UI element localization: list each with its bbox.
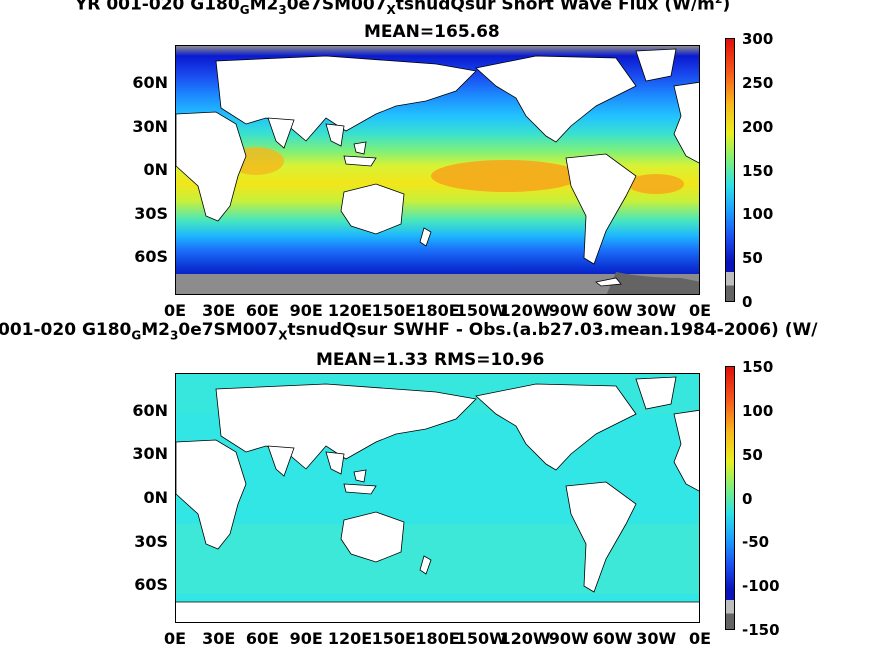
bottom-lon-label: 0E xyxy=(688,629,712,648)
top-lon-label: 150E xyxy=(371,301,416,320)
bottom-lon-label: 90W xyxy=(548,629,589,648)
bottom-lon-label: 120W xyxy=(499,629,551,648)
top-lat-label: 60S xyxy=(134,247,168,266)
top-colorbar-tick: 300 xyxy=(742,30,774,48)
bottom-map-title: 001-020 G180GM230e7SM007XtsnudQsur SWHF … xyxy=(0,320,818,343)
top-lon-label: 90E xyxy=(289,301,323,320)
top-lon-label: 150W xyxy=(455,301,507,320)
top-colorbar xyxy=(725,38,735,302)
bottom-map-plot xyxy=(175,373,700,623)
bottom-colorbar-tick: 150 xyxy=(742,358,774,376)
bottom-continents xyxy=(176,376,699,593)
bottom-lat-label: 30S xyxy=(134,532,168,551)
bottom-colorbar-tick: -100 xyxy=(742,577,780,595)
top-map-plot xyxy=(175,45,700,295)
bottom-lon-label: 0E xyxy=(163,629,187,648)
bottom-lat-label: 30N xyxy=(132,444,168,463)
bottom-lon-label: 150W xyxy=(455,629,507,648)
bottom-lon-label: 150E xyxy=(371,629,416,648)
top-colorbar-tick: 150 xyxy=(742,162,774,180)
top-colorbar-tick: 100 xyxy=(742,205,774,223)
bottom-lat-label: 60N xyxy=(132,401,168,420)
bottom-lat-label: 60S xyxy=(134,575,168,594)
bottom-lon-label: 180E xyxy=(415,629,460,648)
top-lat-label: 30S xyxy=(134,204,168,223)
bottom-map-stats: MEAN=1.33 RMS=10.96 xyxy=(316,350,545,370)
bottom-colorbar-tick: 0 xyxy=(742,490,753,508)
bottom-colorbar-tick: 50 xyxy=(742,446,763,464)
top-lat-label: 30N xyxy=(132,117,168,136)
bottom-colorbar xyxy=(725,366,735,630)
bottom-map-field xyxy=(176,374,699,622)
top-colorbar-tick: 250 xyxy=(742,74,774,92)
bottom-lon-label: 120E xyxy=(327,629,373,648)
bottom-colorbar-tick: -150 xyxy=(742,621,780,639)
bottom-lon-label: 90E xyxy=(289,629,323,648)
top-continents xyxy=(176,48,699,287)
top-lon-label: 60W xyxy=(592,301,633,320)
top-map-field xyxy=(176,46,699,294)
top-lon-label: 0E xyxy=(163,301,187,320)
bottom-lon-label: 60W xyxy=(592,629,633,648)
bottom-lon-label: 30W xyxy=(636,629,677,648)
bottom-lon-label: 60E xyxy=(245,629,280,648)
bottom-colorbar-tick: 100 xyxy=(742,402,774,420)
bottom-colorbar-tick: -50 xyxy=(742,533,770,551)
top-lon-label: 180E xyxy=(415,301,460,320)
top-lon-label: 90W xyxy=(548,301,589,320)
bottom-colorbar-scale xyxy=(726,367,734,629)
bottom-lon-label: 30E xyxy=(202,629,236,648)
top-lon-label: 30W xyxy=(636,301,677,320)
bottom-lat-label: 0N xyxy=(143,488,168,507)
top-lat-label: 0N xyxy=(143,160,168,179)
top-lon-label: 0E xyxy=(688,301,712,320)
top-colorbar-tick: 0 xyxy=(742,293,753,311)
top-map-title: YR 001-020 G180GM230e7SM007XtsnudQsur Sh… xyxy=(75,0,731,18)
top-lat-label: 60N xyxy=(132,73,168,92)
top-colorbar-scale xyxy=(726,39,734,301)
top-lon-label: 120E xyxy=(327,301,373,320)
top-lon-label: 120W xyxy=(499,301,551,320)
top-colorbar-tick: 50 xyxy=(742,249,763,267)
top-map-mean: MEAN=165.68 xyxy=(364,22,500,42)
top-colorbar-tick: 200 xyxy=(742,118,774,136)
top-lon-label: 30E xyxy=(202,301,236,320)
top-lon-label: 60E xyxy=(245,301,280,320)
